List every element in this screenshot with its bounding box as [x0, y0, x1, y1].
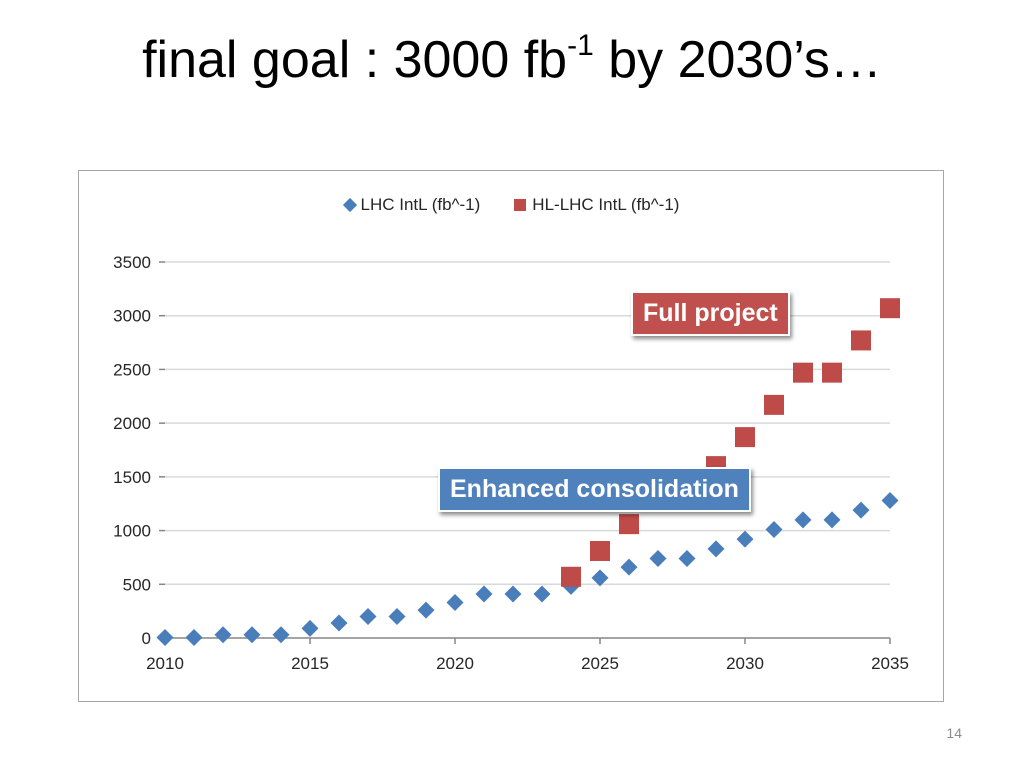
lhc-diamond-point [765, 520, 783, 538]
lhc-diamond-point [649, 550, 667, 568]
y-tick-label: 2000 [113, 414, 151, 433]
legend-item-lhc: LHC IntL (fb^-1) [342, 195, 481, 215]
lhc-diamond-point [852, 501, 870, 519]
hl-lhc-square-point [793, 362, 813, 383]
y-tick-label: 3500 [113, 253, 151, 272]
lhc-diamond-point [504, 585, 522, 603]
chart-frame: 0 500 1000 1500 2000 2500 3000 3500 2010 2015 2020… [78, 170, 944, 702]
y-tick-label: 0 [142, 629, 151, 648]
x-tick-label: 2010 [146, 654, 184, 673]
lhc-diamond-point [214, 626, 232, 644]
lhc-diamond-point [823, 511, 841, 529]
legend-item-hl-lhc: HL-LHC IntL (fb^-1) [514, 195, 679, 215]
callout-enhanced-consolidation: Enhanced consolidation [438, 467, 751, 512]
hl-lhc-square-point [880, 298, 900, 319]
lhc-diamond-point [243, 626, 261, 644]
hl-lhc-square-point [851, 330, 871, 351]
y-tick-label: 500 [123, 575, 151, 594]
callout-full-project: Full project [631, 291, 790, 336]
lhc-diamond-point [417, 601, 435, 619]
lhc-diamond-point [156, 628, 174, 646]
lhc-diamond-point [272, 626, 290, 644]
lhc-diamond-point [881, 491, 899, 509]
lhc-diamond-point [707, 540, 725, 558]
y-tick-label: 3000 [113, 307, 151, 326]
legend-square-marker [514, 199, 527, 211]
page-number: 14 [946, 725, 962, 741]
lhc-diamond-point [678, 550, 696, 568]
hl-lhc-square-point [735, 427, 755, 448]
lhc-diamond-point [475, 585, 493, 603]
lhc-diamond-point [736, 530, 754, 548]
x-tick-label: 2030 [726, 654, 764, 673]
x-tick-label: 2015 [291, 654, 329, 673]
legend-diamond-marker [342, 197, 357, 213]
lhc-diamond-point [446, 594, 464, 612]
lhc-diamond-point [185, 628, 203, 646]
hl-lhc-square-point [822, 362, 842, 383]
lhc-diamond-point [794, 511, 812, 529]
chart-plot: 0 500 1000 1500 2000 2500 3000 3500 2010 2015 2020… [113, 253, 909, 673]
hl-lhc-square-point [561, 566, 581, 587]
title-tail: by 2030’s… [593, 31, 882, 89]
title-superscript: -1 [567, 29, 594, 62]
legend-label-hl-lhc: HL-LHC IntL (fb^-1) [532, 195, 680, 214]
lhc-diamond-point [533, 585, 551, 603]
x-tick-label: 2020 [436, 654, 474, 673]
hl-lhc-square-point [590, 540, 610, 561]
hl-lhc-square-point [764, 394, 784, 415]
lhc-diamond-point [330, 614, 348, 632]
y-tick-label: 1500 [113, 468, 151, 487]
y-tick-label: 1000 [113, 522, 151, 541]
lhc-diamond-point [591, 569, 609, 587]
lhc-diamond-point [620, 558, 638, 576]
lhc-diamond-point [388, 608, 406, 626]
slide-title: final goal : 3000 fb-1 by 2030’s… [0, 30, 1024, 90]
y-tick-label: 2500 [113, 360, 151, 379]
legend-label-lhc: LHC IntL (fb^-1) [360, 195, 481, 214]
hl-lhc-square-point [619, 514, 639, 535]
chart-legend: LHC IntL (fb^-1) HL-LHC IntL (fb^-1) [79, 195, 945, 215]
title-main: final goal : 3000 fb [142, 31, 568, 89]
x-tick-label: 2025 [581, 654, 619, 673]
x-tick-label: 2035 [871, 654, 909, 673]
lhc-diamond-point [359, 608, 377, 626]
lhc-diamond-point [301, 619, 319, 637]
